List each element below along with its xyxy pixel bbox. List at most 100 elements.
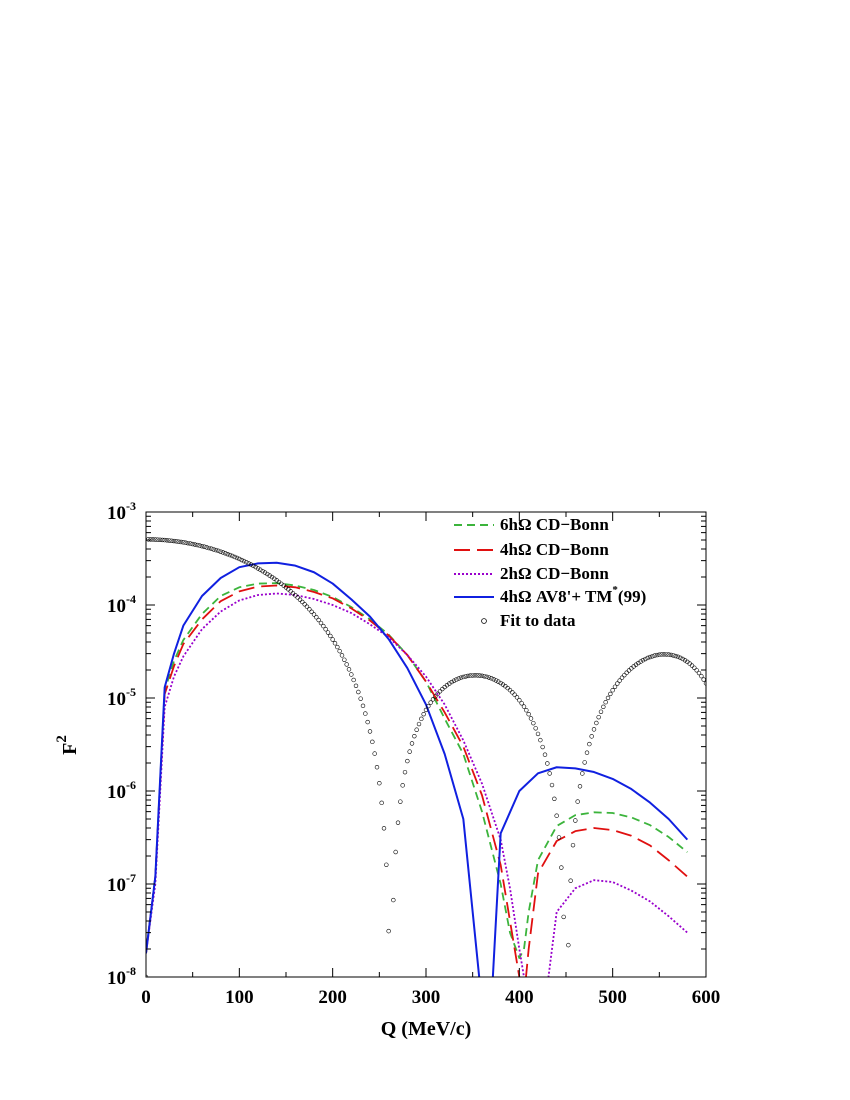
fit-point	[241, 558, 247, 564]
fit-point	[659, 652, 664, 657]
plot-area	[146, 537, 706, 977]
fit-point	[358, 696, 363, 701]
fit-point	[232, 554, 237, 560]
series-line	[146, 584, 688, 977]
fit-point	[379, 800, 384, 806]
fit-point	[510, 690, 515, 695]
fit-point	[696, 670, 702, 676]
fit-point	[626, 668, 632, 673]
fit-point	[610, 688, 615, 693]
x-tick-label: 300	[412, 987, 441, 1008]
fit-point	[167, 538, 172, 543]
fit-point	[668, 652, 674, 658]
fit-point	[451, 678, 457, 683]
fit-point	[183, 540, 188, 545]
fit-point	[155, 537, 160, 542]
y-tick-label: 10-8	[107, 964, 136, 989]
fit-point	[484, 674, 489, 680]
fit-point	[531, 720, 536, 726]
fit-point	[335, 644, 340, 650]
fit-point	[169, 538, 174, 543]
fit-point	[234, 555, 240, 561]
fit-point	[251, 563, 256, 569]
fit-point	[486, 675, 492, 680]
series-4h-cd-bonn	[146, 584, 688, 977]
fit-point	[470, 673, 475, 678]
fit-point	[391, 897, 396, 903]
fit-point	[619, 675, 625, 680]
fit-point	[363, 711, 368, 716]
fit-point	[421, 711, 426, 717]
fit-point	[682, 658, 688, 663]
fit-point	[311, 612, 317, 617]
fit-point	[412, 733, 417, 739]
legend-label: Fit to data	[500, 611, 576, 630]
fit-point	[176, 539, 181, 544]
fit-point	[521, 704, 527, 709]
fit-point	[701, 677, 706, 682]
x-tick-label: 200	[318, 987, 347, 1008]
fit-point	[370, 739, 375, 745]
fit-point	[402, 769, 408, 775]
fit-point	[624, 670, 629, 675]
fit-point	[227, 552, 233, 558]
fit-point	[540, 744, 545, 750]
fit-point	[598, 709, 604, 714]
fit-point	[346, 667, 352, 672]
fit-point	[664, 652, 669, 657]
fit-point	[699, 673, 704, 679]
fit-point	[645, 655, 650, 661]
fit-point	[456, 676, 461, 681]
fit-point	[332, 641, 338, 646]
fit-point	[328, 633, 333, 639]
fit-point	[258, 567, 263, 572]
series-fit-to-data	[146, 537, 706, 977]
fit-point	[316, 617, 321, 623]
fit-point	[608, 691, 613, 697]
fit-point	[409, 741, 415, 746]
fit-point	[617, 678, 622, 683]
fit-point	[302, 602, 307, 607]
x-tick-label: 0	[141, 987, 151, 1008]
fit-point	[377, 781, 382, 786]
fit-point	[349, 672, 354, 677]
fit-point	[419, 716, 424, 722]
fit-point	[587, 741, 592, 747]
fit-point	[244, 560, 249, 565]
fit-point	[386, 928, 391, 934]
fit-point	[580, 771, 585, 776]
fit-point	[416, 721, 422, 727]
fit-point	[545, 761, 550, 766]
fit-point	[321, 623, 326, 629]
fit-point	[356, 689, 361, 695]
fit-point	[556, 835, 562, 840]
fit-point	[650, 654, 655, 659]
fit-point	[381, 826, 387, 831]
fit-point	[192, 542, 198, 547]
fit-point	[428, 700, 433, 705]
fit-point	[615, 681, 620, 686]
fit-point	[542, 752, 548, 757]
fit-point	[461, 674, 466, 680]
fit-point	[211, 547, 216, 552]
svg-text:F2: F2	[54, 735, 81, 755]
fit-point	[603, 699, 608, 705]
fit-point	[661, 652, 667, 657]
fit-point	[197, 543, 202, 548]
series-6h-cd-bonn	[146, 582, 688, 959]
fit-point	[253, 564, 258, 570]
fit-point	[554, 813, 559, 818]
series-line	[146, 561, 689, 977]
fit-point	[372, 751, 377, 756]
fit-point	[640, 658, 646, 663]
fit-point	[414, 727, 419, 732]
y-tick-label: 10-4	[107, 592, 136, 617]
fit-point	[325, 630, 331, 635]
fit-point	[295, 595, 300, 600]
fit-point	[519, 701, 524, 706]
fit-point	[477, 673, 482, 678]
fit-point	[202, 544, 207, 549]
fit-point	[549, 782, 555, 788]
fit-point	[566, 942, 571, 948]
